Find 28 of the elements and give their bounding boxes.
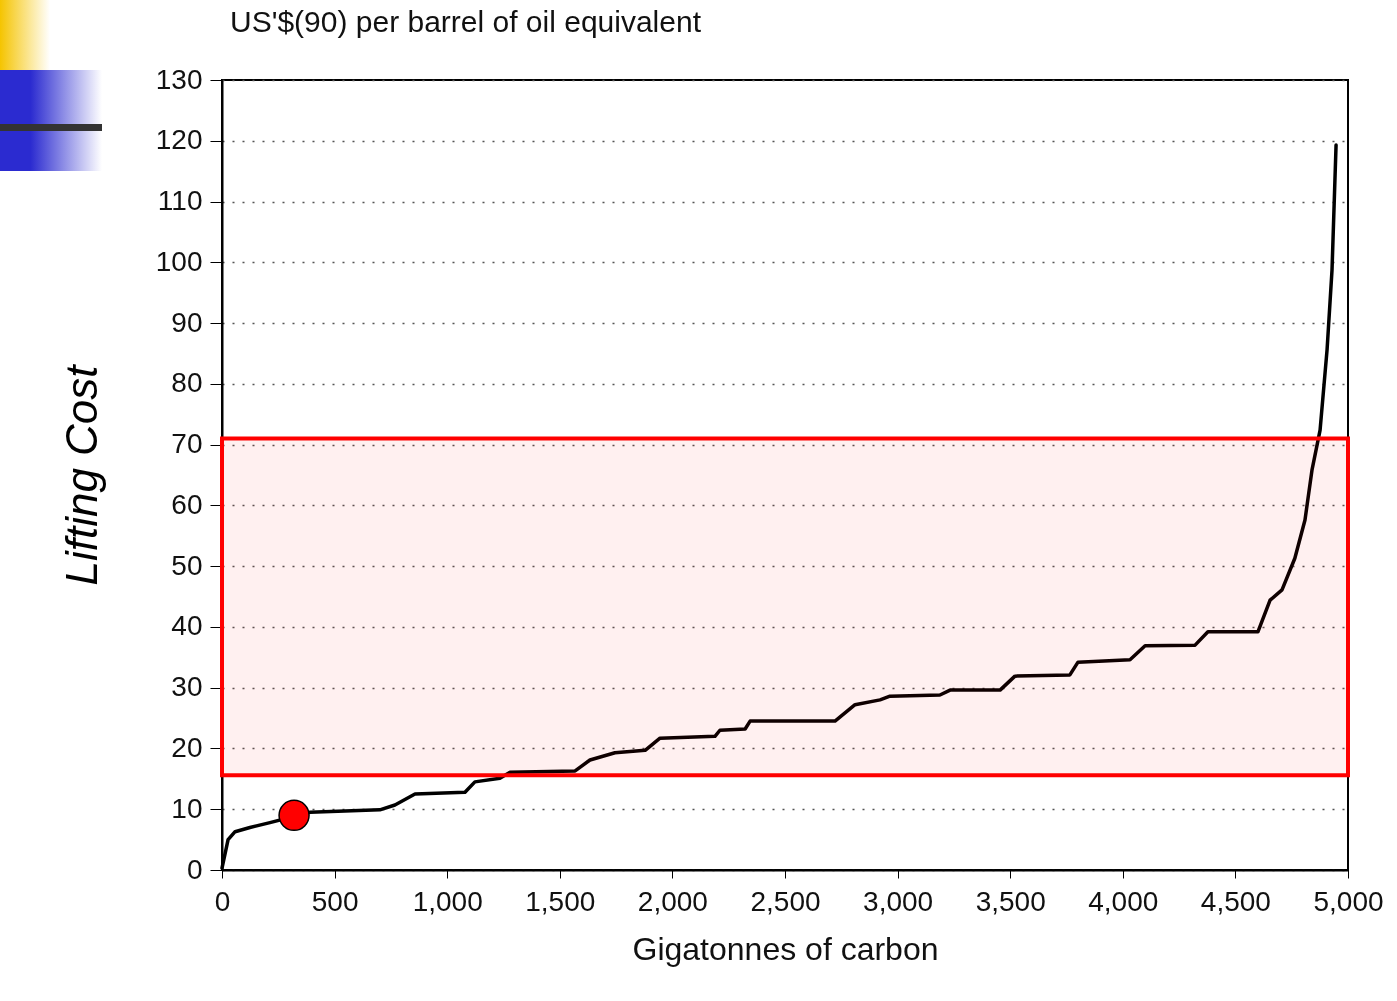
y-tick-label: 30 [171, 671, 203, 703]
x-tick-label: 1,500 [525, 885, 596, 917]
y-tick-label: 10 [171, 792, 203, 824]
y-tick-label: 100 [155, 245, 203, 277]
y-tick-label: 130 [155, 63, 203, 95]
y-tick-label: 40 [171, 610, 203, 642]
x-tick-label: 0 [214, 885, 231, 917]
y-tick-label: 110 [157, 185, 203, 217]
y-tick-label: 80 [171, 367, 203, 399]
x-tick-label: 3,000 [863, 885, 934, 917]
y-tick-label: 50 [171, 549, 203, 581]
x-axis-title: Gigatonnes of carbon [632, 930, 939, 967]
y-tick-label: 70 [171, 428, 203, 460]
y-tick-label: 120 [155, 124, 203, 156]
x-tick-label: 2,000 [637, 885, 708, 917]
x-tick-label: 2,500 [750, 885, 821, 917]
x-tick-label: 4,000 [1088, 885, 1159, 917]
x-tick-label: 5,000 [1313, 885, 1384, 917]
y-axis-title: Lifting Cost [56, 363, 106, 586]
y-tick-label: 0 [186, 853, 203, 885]
y-tick-label: 90 [171, 306, 203, 338]
y-tick-label: 20 [171, 731, 203, 763]
x-tick-label: 1,000 [412, 885, 483, 917]
x-tick-label: 3,500 [975, 885, 1046, 917]
y-tick-label: 60 [171, 488, 203, 520]
x-tick-label: 4,500 [1200, 885, 1271, 917]
chart-title: US'$(90) per barrel of oil equivalent [230, 5, 702, 38]
x-tick-label: 500 [311, 885, 359, 917]
